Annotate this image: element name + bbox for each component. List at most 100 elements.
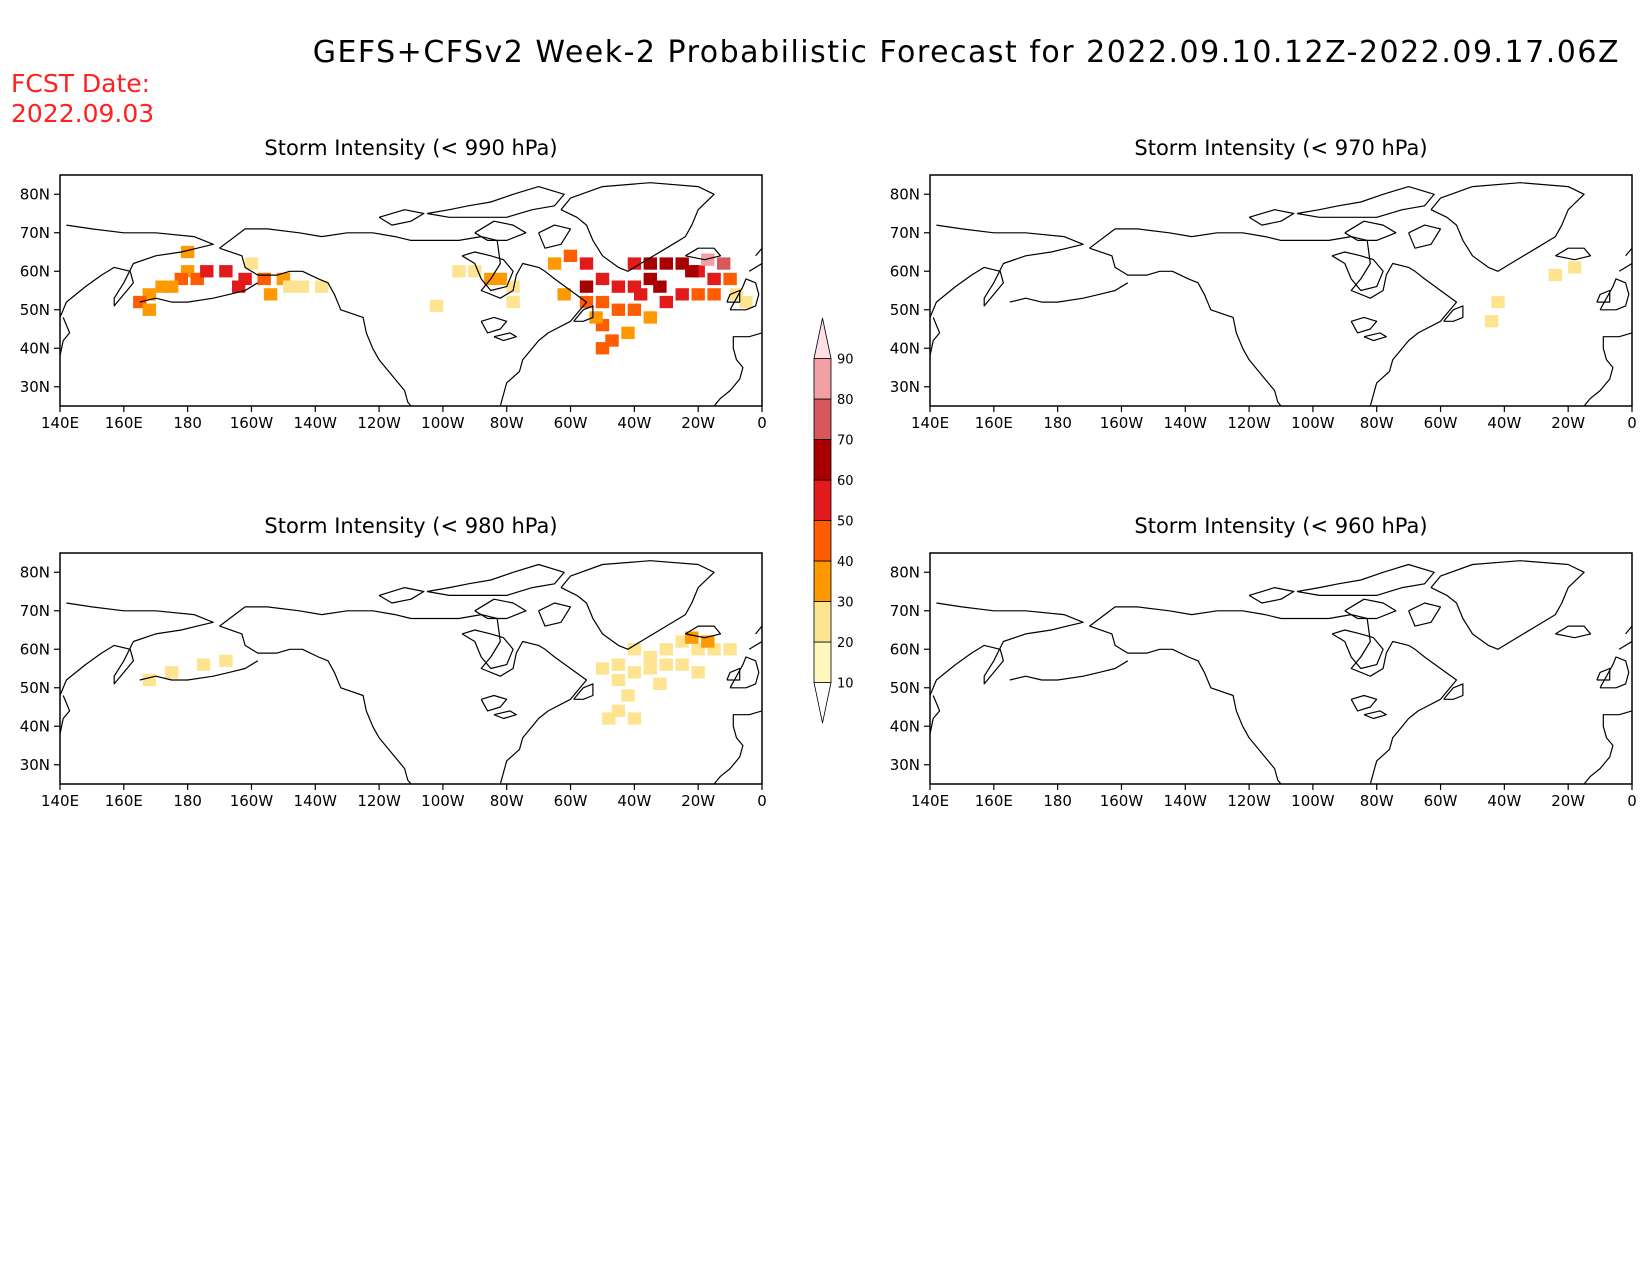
colorbar-segment xyxy=(813,560,832,602)
coastline xyxy=(930,224,1084,318)
coastline xyxy=(748,262,762,272)
lon-tick-label: 100W xyxy=(421,792,465,810)
coastline xyxy=(139,282,259,303)
probability-cell xyxy=(634,288,648,301)
lon-tick-label: 120W xyxy=(1227,792,1271,810)
lat-tick-label: 30N xyxy=(890,756,920,774)
lat-tick-label: 80N xyxy=(890,185,920,203)
probability-cell xyxy=(1548,268,1563,282)
coastline xyxy=(219,228,588,406)
probability-cell xyxy=(155,280,169,293)
colorbar-segment xyxy=(813,398,832,440)
probability-cell xyxy=(659,643,673,656)
lon-tick-label: 120W xyxy=(357,792,401,810)
probability-cell xyxy=(219,654,233,667)
probability-cell xyxy=(611,280,626,293)
coastline xyxy=(1331,629,1384,670)
coastline xyxy=(729,278,760,311)
coastline xyxy=(1248,209,1295,226)
lon-tick-label: 0 xyxy=(757,792,767,810)
map-frame xyxy=(59,552,763,785)
probability-cell xyxy=(717,257,731,270)
coastline xyxy=(1363,710,1387,720)
coastline xyxy=(1408,224,1442,249)
coastline xyxy=(474,220,527,241)
probability-cell xyxy=(563,249,578,262)
panel-970: Storm Intensity (< 970 hPa) 140E 160E 180 16… xyxy=(890,136,1637,432)
map-frame xyxy=(59,174,763,407)
lat-tick-label: 60N xyxy=(20,262,50,280)
lon-tick-label: 140E xyxy=(41,792,79,810)
coastline xyxy=(474,598,527,620)
probability-cell xyxy=(506,280,520,293)
colorbar-segment xyxy=(813,601,832,643)
probability-cell xyxy=(691,666,705,679)
probability-cell xyxy=(180,245,195,259)
coastline xyxy=(1430,182,1585,272)
coastline xyxy=(1599,656,1630,689)
probability-cell xyxy=(295,280,310,293)
coastline xyxy=(1089,228,1458,406)
lon-tick-label: 60W xyxy=(554,414,588,432)
lon-tick-label: 160E xyxy=(105,792,143,810)
lon-tick-label: 80W xyxy=(1360,792,1394,810)
panel-title: Storm Intensity (< 960 hPa) xyxy=(1134,514,1427,538)
coastline xyxy=(426,186,565,218)
coastline xyxy=(538,602,572,627)
coastline xyxy=(480,316,508,334)
colorbar-segment xyxy=(813,358,832,400)
coastline xyxy=(573,683,594,700)
lon-tick-label: 60W xyxy=(554,792,588,810)
coastline xyxy=(219,247,412,406)
colorbar-segment xyxy=(813,641,832,683)
lon-tick-label: 140E xyxy=(911,792,949,810)
probability-cell xyxy=(627,303,642,316)
probability-cell xyxy=(659,658,673,671)
lon-tick-label: 160E xyxy=(975,414,1013,432)
lon-tick-label: 0 xyxy=(757,414,767,432)
coastline xyxy=(755,247,762,257)
coastline xyxy=(726,289,741,303)
colorbar-label: 20 xyxy=(837,636,854,651)
colorbar-label: 90 xyxy=(837,353,854,368)
lat-tick-label: 80N xyxy=(20,563,50,581)
coastline xyxy=(1555,247,1592,261)
probability-cell xyxy=(611,658,626,671)
probability-cell xyxy=(659,257,673,270)
lat-tick-label: 70N xyxy=(20,224,50,242)
coastline xyxy=(748,640,762,650)
lon-tick-label: 80W xyxy=(490,792,524,810)
lon-tick-label: 60W xyxy=(1424,414,1458,432)
panel-960: Storm Intensity (< 960 hPa) 140E 160E 180 16… xyxy=(890,514,1637,810)
lon-tick-label: 20W xyxy=(681,414,715,432)
probability-cell xyxy=(675,288,689,301)
coastline xyxy=(493,332,517,342)
probability-cell xyxy=(602,712,616,725)
coastline xyxy=(60,695,71,735)
lon-tick-label: 160W xyxy=(230,792,274,810)
lon-tick-label: 140W xyxy=(294,792,338,810)
lon-tick-label: 0 xyxy=(1627,792,1637,810)
probability-cell xyxy=(739,295,753,309)
panel-title: Storm Intensity (< 970 hPa) xyxy=(1134,136,1427,160)
probability-cell xyxy=(142,303,156,316)
colorbar-label: 50 xyxy=(837,515,854,530)
coastline xyxy=(426,563,565,596)
lon-tick-label: 160W xyxy=(230,414,274,432)
lon-tick-label: 120W xyxy=(357,414,401,432)
lon-tick-label: 180 xyxy=(1043,792,1072,810)
coastline xyxy=(1344,598,1397,620)
lat-tick-label: 30N xyxy=(890,378,920,396)
lon-tick-label: 80W xyxy=(1360,414,1394,432)
coastline xyxy=(755,625,762,635)
probability-cell xyxy=(595,295,610,309)
lat-tick-label: 80N xyxy=(20,185,50,203)
lon-tick-label: 40W xyxy=(617,414,651,432)
lon-tick-label: 180 xyxy=(173,792,202,810)
coastline xyxy=(560,182,715,272)
coastline xyxy=(1089,625,1282,784)
probability-cell xyxy=(200,265,214,278)
coastline xyxy=(713,710,762,784)
probability-cell xyxy=(723,272,737,286)
map-frame xyxy=(929,174,1633,407)
